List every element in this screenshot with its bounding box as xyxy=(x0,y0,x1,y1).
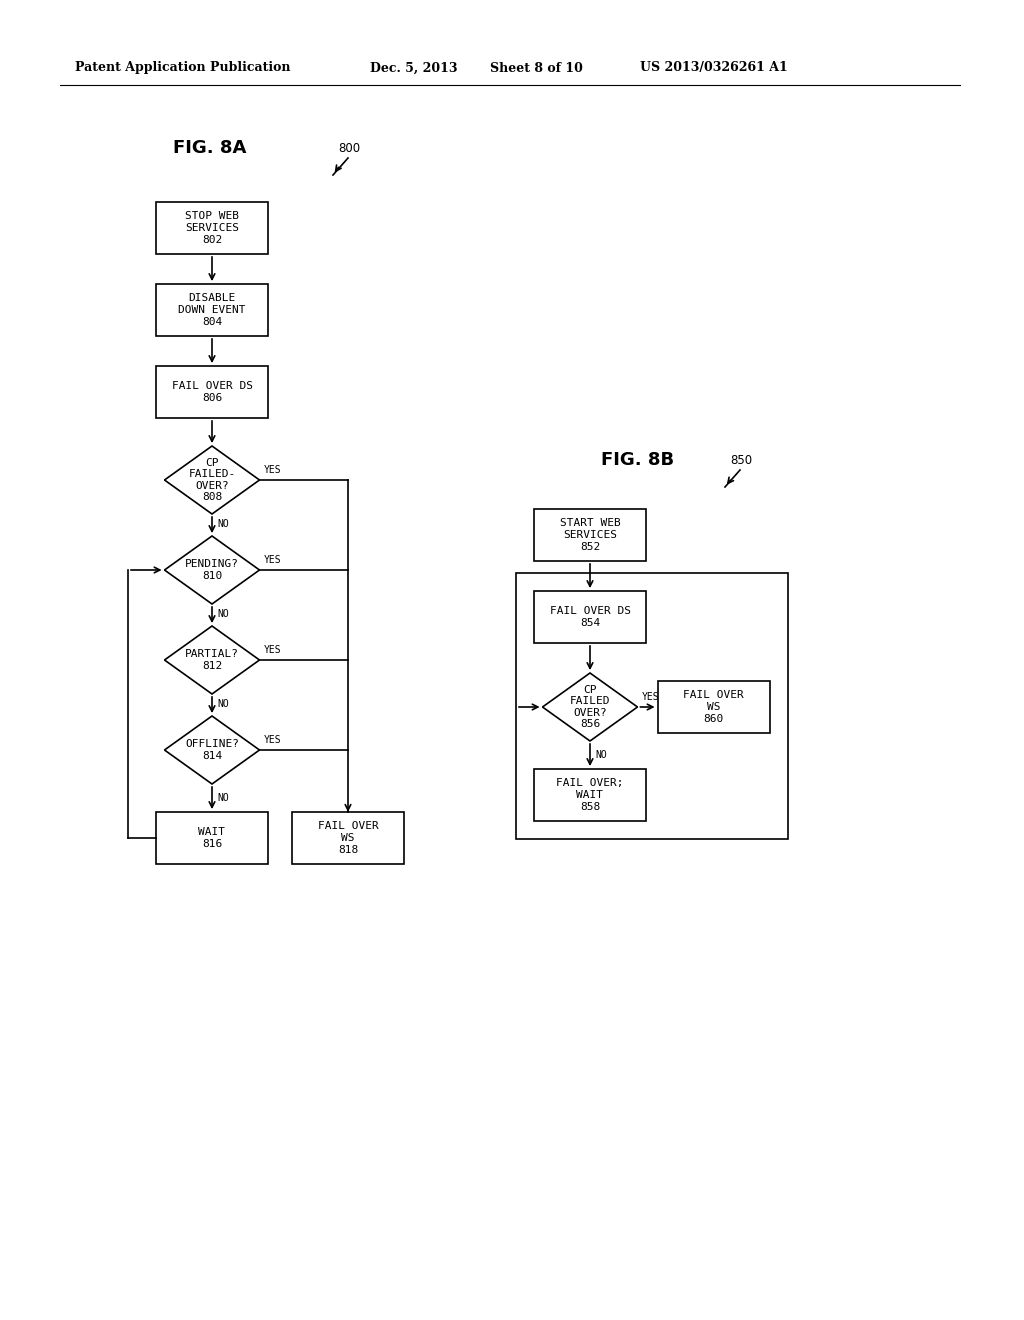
Text: 850: 850 xyxy=(730,454,752,466)
Text: PENDING?
810: PENDING? 810 xyxy=(185,560,239,581)
Bar xyxy=(156,366,268,418)
Bar xyxy=(156,812,268,865)
Text: FAIL OVER
WS
818: FAIL OVER WS 818 xyxy=(317,821,379,854)
Bar xyxy=(657,681,769,733)
Text: NO: NO xyxy=(217,519,228,529)
Text: OFFLINE?
814: OFFLINE? 814 xyxy=(185,739,239,760)
Text: CP
FAILED-
OVER?
808: CP FAILED- OVER? 808 xyxy=(188,458,236,503)
Text: NO: NO xyxy=(217,609,228,619)
Bar xyxy=(156,202,268,253)
Text: 800: 800 xyxy=(338,141,360,154)
Bar xyxy=(534,591,646,643)
Text: YES: YES xyxy=(263,554,282,565)
Polygon shape xyxy=(165,715,259,784)
Text: US 2013/0326261 A1: US 2013/0326261 A1 xyxy=(640,62,787,74)
Polygon shape xyxy=(165,446,259,513)
Text: DISABLE
DOWN EVENT
804: DISABLE DOWN EVENT 804 xyxy=(178,293,246,326)
Text: FAIL OVER
WS
860: FAIL OVER WS 860 xyxy=(683,690,743,723)
Bar xyxy=(534,770,646,821)
Text: YES: YES xyxy=(641,692,659,702)
Text: FAIL OVER;
WAIT
858: FAIL OVER; WAIT 858 xyxy=(556,779,624,812)
Text: START WEB
SERVICES
852: START WEB SERVICES 852 xyxy=(560,519,621,552)
Text: NO: NO xyxy=(595,750,607,760)
Text: NO: NO xyxy=(217,793,228,803)
Text: FIG. 8A: FIG. 8A xyxy=(173,139,247,157)
Text: Sheet 8 of 10: Sheet 8 of 10 xyxy=(490,62,583,74)
Text: Patent Application Publication: Patent Application Publication xyxy=(75,62,291,74)
Text: Dec. 5, 2013: Dec. 5, 2013 xyxy=(370,62,458,74)
Bar xyxy=(156,284,268,337)
Text: FIG. 8B: FIG. 8B xyxy=(601,451,675,469)
Text: YES: YES xyxy=(263,465,282,475)
Text: PARTIAL?
812: PARTIAL? 812 xyxy=(185,649,239,671)
Text: STOP WEB
SERVICES
802: STOP WEB SERVICES 802 xyxy=(185,211,239,244)
Polygon shape xyxy=(165,626,259,694)
Text: CP
FAILED
OVER?
856: CP FAILED OVER? 856 xyxy=(569,685,610,730)
Bar xyxy=(534,510,646,561)
Bar xyxy=(516,573,787,840)
Bar xyxy=(292,812,404,865)
Text: NO: NO xyxy=(217,700,228,709)
Text: FAIL OVER DS
854: FAIL OVER DS 854 xyxy=(550,606,631,628)
Polygon shape xyxy=(165,536,259,605)
Text: YES: YES xyxy=(263,735,282,744)
Text: FAIL OVER DS
806: FAIL OVER DS 806 xyxy=(171,381,253,403)
Polygon shape xyxy=(543,673,638,741)
Text: WAIT
816: WAIT 816 xyxy=(199,828,225,849)
Text: YES: YES xyxy=(263,645,282,655)
